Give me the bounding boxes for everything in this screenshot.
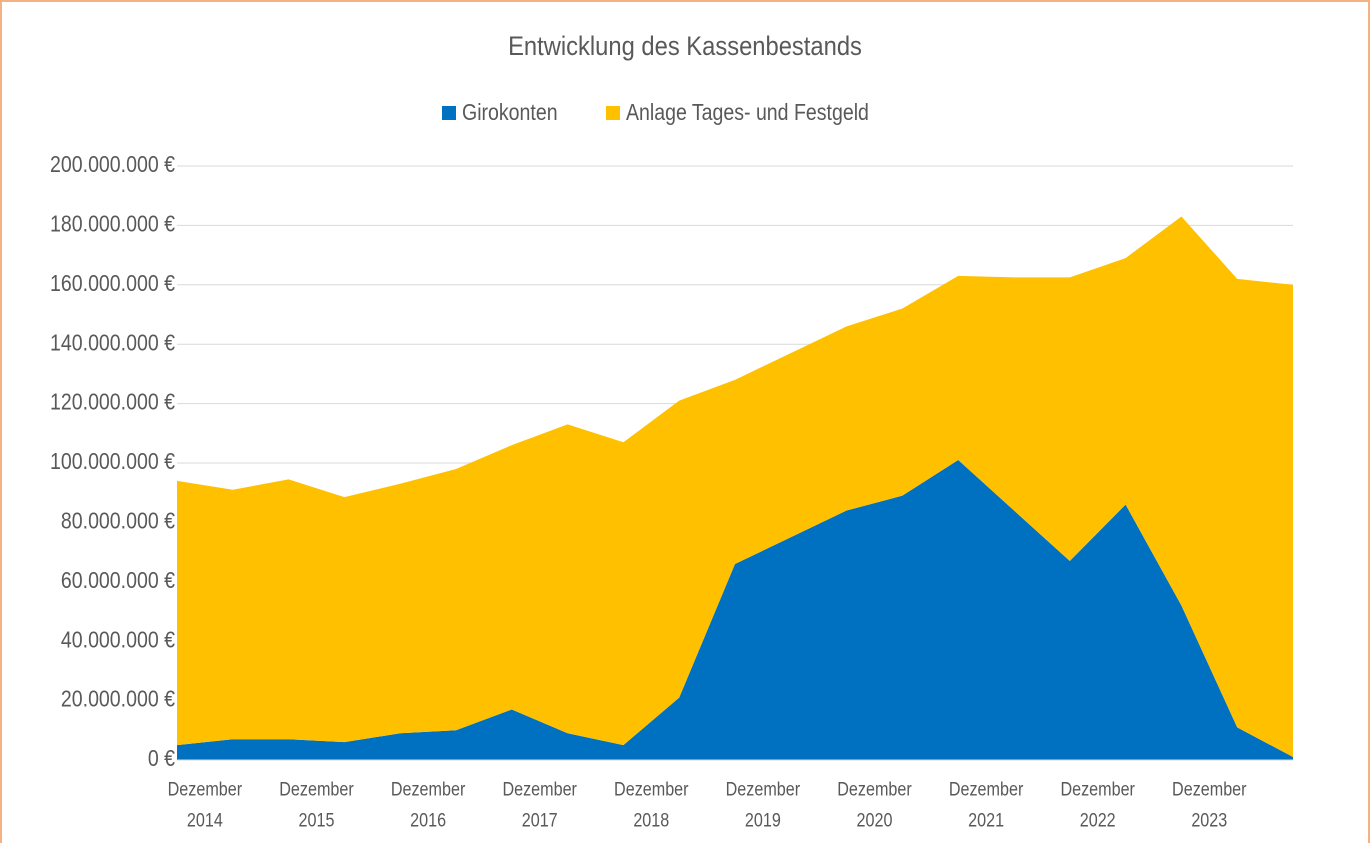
x-tick-label: Dezember 2018 <box>614 778 689 831</box>
legend-label: Girokonten <box>462 100 558 126</box>
y-tick-label: 0 € <box>148 746 175 772</box>
x-tick-label: Dezember 2017 <box>502 778 577 831</box>
x-tick-label: Dezember 2023 <box>1172 778 1247 831</box>
x-tick-label: Dezember 2016 <box>391 778 466 831</box>
legend-swatch <box>442 106 456 120</box>
x-tick-label: Dezember 2022 <box>1060 778 1135 831</box>
legend-label: Anlage Tages- und Festgeld <box>626 100 869 126</box>
y-tick-label: 80.000.000 € <box>61 508 175 534</box>
x-tick-label: Dezember 2015 <box>279 778 354 831</box>
y-tick-label: 60.000.000 € <box>61 567 175 593</box>
x-tick-label: Dezember 2021 <box>949 778 1024 831</box>
y-tick-label: 120.000.000 € <box>50 389 175 415</box>
x-tick-label: Dezember 2019 <box>726 778 801 831</box>
area <box>177 460 1293 760</box>
y-tick-label: 20.000.000 € <box>61 686 175 712</box>
y-tick-label: 40.000.000 € <box>61 627 175 653</box>
y-tick-label: 160.000.000 € <box>50 270 175 296</box>
y-tick-label: 140.000.000 € <box>50 330 175 356</box>
y-tick-label: 180.000.000 € <box>50 211 175 237</box>
legend-swatch <box>606 106 620 120</box>
chart-title: Entwicklung des Kassenbestands <box>508 32 862 62</box>
x-tick-label: Dezember 2020 <box>837 778 912 831</box>
area <box>177 216 1293 758</box>
x-tick-label: Dezember 2014 <box>168 778 243 831</box>
y-tick-label: 200.000.000 € <box>50 152 175 178</box>
y-tick-label: 100.000.000 € <box>50 449 175 475</box>
